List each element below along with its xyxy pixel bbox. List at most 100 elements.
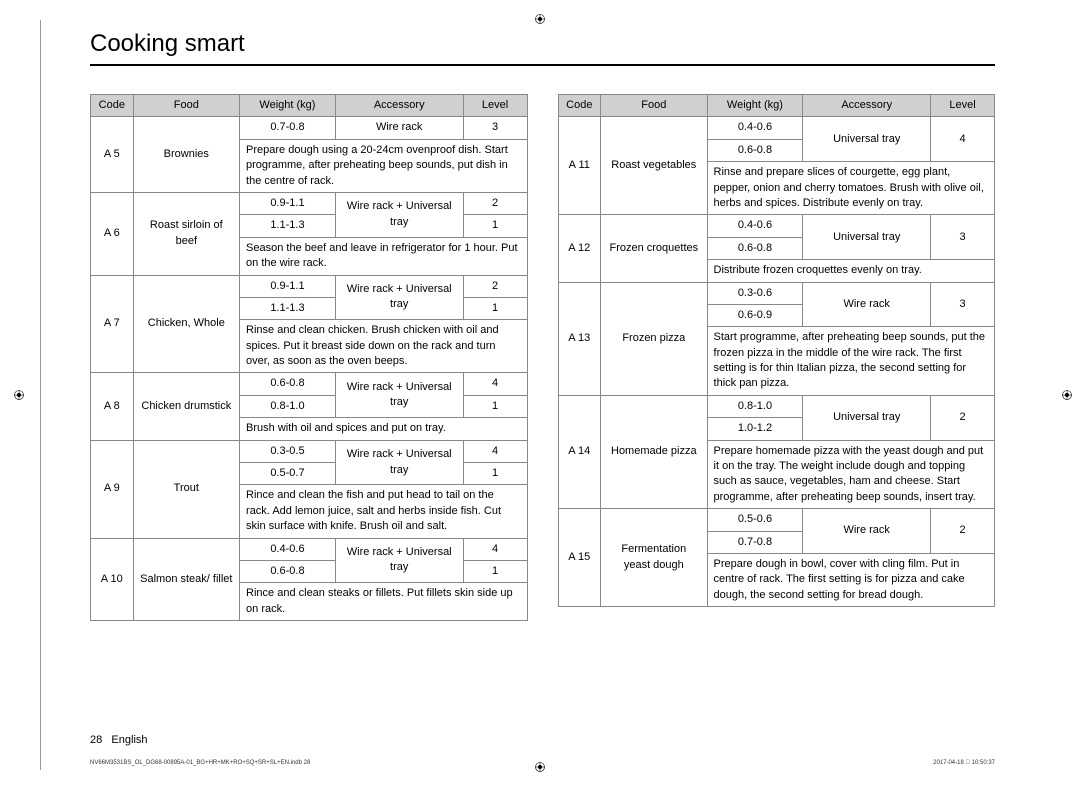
th-code: Code xyxy=(558,95,601,117)
cell-instruction: Rince and clean steaks or fillets. Put f… xyxy=(240,583,527,621)
cooking-table-right: Code Food Weight (kg) Accessory Level A … xyxy=(558,94,996,607)
page-no: 28 xyxy=(90,734,102,746)
page-content: Cooking smart Code Food Weight (kg) Acce… xyxy=(40,0,1050,790)
cell-level: 1 xyxy=(463,463,527,485)
cell-instruction: Rinse and prepare slices of courgette, e… xyxy=(707,162,994,215)
table-row: A 6Roast sirloin of beef0.9-1.1Wire rack… xyxy=(91,192,528,214)
cell-food: Frozen pizza xyxy=(601,282,707,395)
cell-weight: 0.3-0.6 xyxy=(707,282,803,304)
cell-weight: 0.4-0.6 xyxy=(707,215,803,237)
cell-weight: 0.9-1.1 xyxy=(240,275,336,297)
cell-instruction: Prepare dough in bowl, cover with cling … xyxy=(707,553,994,606)
cell-accessory: Wire rack xyxy=(335,117,463,139)
cell-accessory: Wire rack + Universal tray xyxy=(335,275,463,320)
cell-weight: 0.3-0.5 xyxy=(240,440,336,462)
cell-level: 3 xyxy=(463,117,527,139)
cell-weight: 0.7-0.8 xyxy=(707,531,803,553)
table-row: A 8Chicken drumstick0.6-0.8Wire rack + U… xyxy=(91,373,528,395)
table-row: A 13Frozen pizza0.3-0.6Wire rack3 xyxy=(558,282,995,304)
cell-weight: 0.5-0.7 xyxy=(240,463,336,485)
cell-instruction: Rinse and clean chicken. Brush chicken w… xyxy=(240,320,527,373)
th-accessory: Accessory xyxy=(803,95,931,117)
cell-food: Roast vegetables xyxy=(601,117,707,215)
cell-food: Fermentation yeast dough xyxy=(601,509,707,607)
cell-weight: 0.4-0.6 xyxy=(707,117,803,139)
table-row: A 10Salmon steak/ fillet0.4-0.6Wire rack… xyxy=(91,538,528,560)
cell-food: Roast sirloin of beef xyxy=(133,192,239,275)
cell-food: Chicken drumstick xyxy=(133,373,239,440)
cell-code: A 14 xyxy=(558,395,601,508)
left-column: Code Food Weight (kg) Accessory Level A … xyxy=(90,94,528,621)
footer-filename: NV66M3531BS_OL_DG68-00895A-01_BG+HR+MK+R… xyxy=(90,760,310,766)
table-header-row: Code Food Weight (kg) Accessory Level xyxy=(91,95,528,117)
cell-food: Salmon steak/ fillet xyxy=(133,538,239,621)
cell-accessory: Universal tray xyxy=(803,395,931,440)
cell-code: A 10 xyxy=(91,538,134,621)
cell-level: 2 xyxy=(463,192,527,214)
cell-level: 1 xyxy=(463,395,527,417)
cell-code: A 15 xyxy=(558,509,601,607)
cell-food: Homemade pizza xyxy=(601,395,707,508)
cell-food: Brownies xyxy=(133,117,239,193)
cell-accessory: Universal tray xyxy=(803,215,931,260)
th-code: Code xyxy=(91,95,134,117)
cell-instruction: Start programme, after preheating beep s… xyxy=(707,327,994,396)
th-weight: Weight (kg) xyxy=(707,95,803,117)
cell-code: A 7 xyxy=(91,275,134,373)
cooking-table-left: Code Food Weight (kg) Accessory Level A … xyxy=(90,94,528,621)
registration-mark-left xyxy=(14,390,24,400)
table-row: A 7Chicken, Whole0.9-1.1Wire rack + Univ… xyxy=(91,275,528,297)
cell-weight: 0.7-0.8 xyxy=(240,117,336,139)
table-row: A 12Frozen croquettes0.4-0.6Universal tr… xyxy=(558,215,995,237)
cell-code: A 9 xyxy=(91,440,134,538)
cell-level: 2 xyxy=(931,509,995,554)
cell-accessory: Wire rack xyxy=(803,509,931,554)
cell-instruction: Distribute frozen croquettes evenly on t… xyxy=(707,260,994,282)
cell-weight: 0.8-1.0 xyxy=(240,395,336,417)
cell-instruction: Season the beef and leave in refrigerato… xyxy=(240,237,527,275)
cell-weight: 0.6-0.8 xyxy=(707,139,803,161)
cell-weight: 1.1-1.3 xyxy=(240,297,336,319)
th-food: Food xyxy=(133,95,239,117)
cell-code: A 6 xyxy=(91,192,134,275)
cell-code: A 13 xyxy=(558,282,601,395)
table-row: A 5Brownies0.7-0.8Wire rack3 xyxy=(91,117,528,139)
cell-food: Frozen croquettes xyxy=(601,215,707,282)
th-weight: Weight (kg) xyxy=(240,95,336,117)
cell-level: 1 xyxy=(463,215,527,237)
th-level: Level xyxy=(463,95,527,117)
footer-timestamp: 2017-04-18 􀀀 10:50:37 xyxy=(933,760,995,766)
cell-code: A 5 xyxy=(91,117,134,193)
cell-level: 3 xyxy=(931,282,995,327)
cell-weight: 0.6-0.8 xyxy=(707,237,803,259)
page-number: 28 English xyxy=(90,734,148,746)
cell-accessory: Wire rack + Universal tray xyxy=(335,538,463,583)
cell-level: 4 xyxy=(463,440,527,462)
cell-accessory: Universal tray xyxy=(803,117,931,162)
cell-accessory: Wire rack + Universal tray xyxy=(335,192,463,237)
cell-weight: 1.1-1.3 xyxy=(240,215,336,237)
cell-instruction: Prepare homemade pizza with the yeast do… xyxy=(707,440,994,509)
cell-food: Chicken, Whole xyxy=(133,275,239,373)
right-column: Code Food Weight (kg) Accessory Level A … xyxy=(558,94,996,621)
cell-weight: 0.9-1.1 xyxy=(240,192,336,214)
page-lang: English xyxy=(111,734,147,746)
page-title: Cooking smart xyxy=(90,30,995,58)
th-accessory: Accessory xyxy=(335,95,463,117)
cell-weight: 0.8-1.0 xyxy=(707,395,803,417)
cell-level: 4 xyxy=(463,538,527,560)
cell-level: 3 xyxy=(931,215,995,260)
cell-weight: 0.5-0.6 xyxy=(707,509,803,531)
table-row: A 14Homemade pizza0.8-1.0Universal tray2 xyxy=(558,395,995,417)
registration-mark-right xyxy=(1062,390,1072,400)
cell-code: A 12 xyxy=(558,215,601,282)
title-bar: Cooking smart xyxy=(90,30,995,66)
cell-accessory: Wire rack + Universal tray xyxy=(335,373,463,418)
th-food: Food xyxy=(601,95,707,117)
cell-accessory: Wire rack xyxy=(803,282,931,327)
cell-weight: 0.4-0.6 xyxy=(240,538,336,560)
table-row: A 15Fermentation yeast dough0.5-0.6Wire … xyxy=(558,509,995,531)
cell-code: A 11 xyxy=(558,117,601,215)
cell-level: 1 xyxy=(463,560,527,582)
cell-code: A 8 xyxy=(91,373,134,440)
